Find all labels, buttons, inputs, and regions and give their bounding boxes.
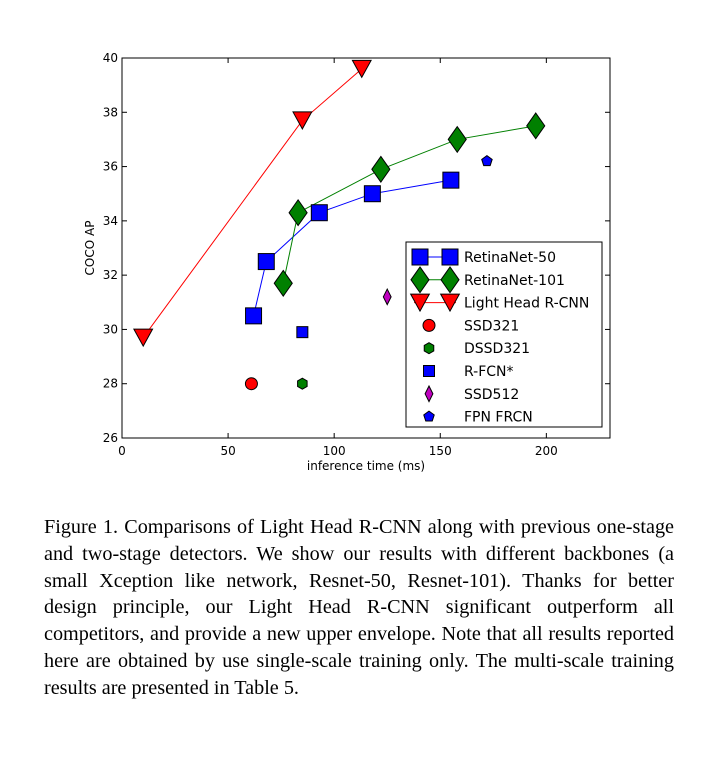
x-tick-label: 0 (118, 444, 126, 458)
legend-label-ssd321: SSD321 (464, 318, 519, 334)
series-line-light-head-r-cnn (142, 68, 363, 338)
x-tick-label: 200 (535, 444, 558, 458)
point-ssd512 (382, 287, 392, 306)
x-tick-label: 100 (323, 444, 346, 458)
legend-marker-r-fcn (423, 365, 435, 377)
plot-frame (121, 57, 611, 439)
x-axis-label: inference time (ms) (307, 459, 425, 473)
legend-marker-retinanet-101 (440, 266, 460, 294)
x-tick-label: 150 (429, 444, 452, 458)
x-tick-label: 50 (220, 444, 235, 458)
legend-label-fpn-frcn: FPN FRCN (464, 410, 533, 426)
point-retinanet-50 (310, 204, 328, 222)
y-axis-label: COCO AP (83, 221, 97, 276)
point-fpn-frcn (481, 155, 493, 167)
point-retinanet-50 (257, 253, 275, 271)
point-retinanet-101 (526, 112, 546, 140)
point-light-head-r-cnn (292, 111, 313, 130)
legend-marker-light-head-r-cnn (439, 293, 461, 313)
y-tick-label: 36 (103, 160, 118, 174)
legend-box (405, 241, 603, 428)
y-tick-label: 38 (103, 105, 118, 119)
y-tick-label: 26 (103, 431, 118, 445)
point-light-head-r-cnn (351, 59, 372, 79)
point-light-head-r-cnn (133, 328, 154, 348)
legend-marker-dssd321 (423, 342, 435, 355)
legend-marker-retinanet-50 (441, 248, 459, 266)
legend-label-retinanet-101: RetinaNet-101 (464, 273, 565, 289)
legend: RetinaNet-50 RetinaNet-101 Light Head R-CN… (405, 241, 603, 428)
legend-marker-retinanet-50 (411, 248, 429, 266)
legend-marker-ssd321 (422, 318, 436, 332)
legend-label-light-head-r-cnn: Light Head R-CNN (464, 296, 589, 312)
point-retinanet-50 (245, 307, 263, 325)
point-retinanet-101 (447, 125, 467, 154)
point-retinanet-101 (288, 199, 308, 227)
figure-caption: Figure 1. Comparisons of Light Head R-CN… (44, 516, 674, 699)
point-retinanet-50 (442, 171, 460, 189)
y-tick-label: 30 (103, 322, 118, 336)
y-tick-label: 34 (103, 214, 118, 228)
point-dssd321 (297, 377, 308, 390)
y-tick-label: 28 (103, 377, 118, 391)
legend-label-ssd512: SSD512 (464, 387, 519, 403)
legend-label-retinanet-50: RetinaNet-50 (464, 250, 556, 266)
point-retinanet-50 (363, 185, 381, 203)
legend-marker-fpn-frcn (423, 410, 435, 422)
point-retinanet-101 (273, 269, 293, 297)
chart: 0 50 100 150 200 26 28 30 32 34 36 38 40 inference t… (83, 51, 611, 473)
legend-label-dssd321: DSSD321 (464, 341, 530, 357)
point-r-fcn (296, 326, 309, 339)
y-tick-label: 40 (103, 51, 118, 65)
point-ssd321 (244, 377, 258, 391)
legend-label-r-fcn: R-FCN* (464, 364, 514, 380)
legend-marker-retinanet-101 (410, 266, 430, 294)
legend-marker-ssd512 (424, 384, 434, 403)
legend-marker-light-head-r-cnn (409, 293, 431, 313)
y-tick-label: 32 (103, 268, 118, 282)
point-retinanet-101 (371, 155, 391, 183)
